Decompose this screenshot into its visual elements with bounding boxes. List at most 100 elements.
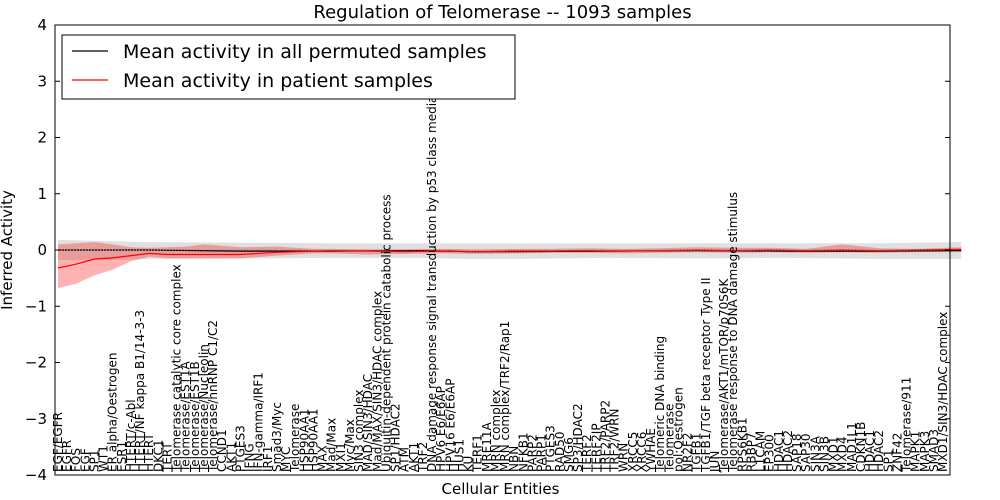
entity-label: WRN — [617, 443, 631, 472]
entity-label: AKT1 — [224, 442, 238, 472]
entity-label: CCND1 — [215, 429, 229, 472]
entity-label: Telomerase catalytic core complex — [170, 264, 184, 473]
entity-label: TGFB1 — [690, 433, 704, 473]
y-axis-label: Inferred Activity — [0, 190, 16, 310]
entity-label: EGF — [78, 448, 92, 472]
entity-label: Smad3/Myc — [270, 402, 284, 472]
entity-label: Telomeric DNA binding — [653, 336, 667, 473]
entity-label: HDAC2 — [781, 430, 795, 472]
entity-label: Myc/Max — [343, 419, 357, 472]
entity-label: NBN — [507, 446, 521, 472]
entity-label: ATM — [398, 447, 412, 472]
entity-label: Telomerase/hnRNP C1/C2 — [206, 320, 220, 473]
legend-label-permuted: Mean activity in all permuted samples — [123, 41, 486, 63]
entity-label: PARP2 — [525, 434, 539, 472]
entity-label: HPV16 E6/E6AP — [443, 379, 457, 472]
entity-label: Mad/MAX/SIN3/HDAC complex — [370, 291, 384, 472]
legend-box — [61, 34, 516, 100]
entity-label: HTERT — [142, 433, 156, 472]
chart-title: Regulation of Telomerase -- 1093 samples — [313, 2, 691, 23]
entity-label: SMAD3 — [927, 429, 941, 472]
entity-label: TERF2IP — [589, 423, 603, 473]
entity-label: HDAC2 — [872, 430, 886, 472]
y-tick-label: 0 — [37, 241, 47, 259]
entity-label: MXI1 — [334, 442, 348, 472]
entity-label: ESR1 — [115, 441, 129, 472]
entity-label: MAX — [316, 445, 330, 472]
entity-label: TERF1 — [471, 434, 485, 473]
entity-label: JUN — [708, 451, 722, 473]
entity-label: AKT1 — [407, 442, 421, 472]
confidence-bands — [58, 239, 962, 289]
entity-label: HDAC1 — [772, 430, 786, 472]
entity-label: Telomerase/EST1B — [188, 361, 202, 473]
entity-label: MAPK1 — [909, 431, 923, 472]
entity-label: MAD/SIN3/HDAC — [361, 374, 375, 472]
entity-label: CDKN1B — [854, 422, 868, 472]
y-tick-label: −2 — [25, 354, 47, 372]
entity-label: IRF1 — [261, 446, 275, 472]
y-tick-label: −1 — [25, 297, 47, 315]
entity-label: DNA damage response signal transduction … — [425, 79, 439, 472]
entity-label: Ubiquitin-dependent protein catabolic pr… — [380, 194, 394, 472]
entity-label: MAPK3 — [918, 431, 932, 472]
entity-label: L1CAM — [754, 431, 768, 472]
entity-label: pol:Oestrogen — [671, 387, 685, 472]
y-tick-label: 2 — [37, 129, 47, 147]
entity-label: Telomerase — [662, 404, 676, 473]
entity-label: KU — [462, 456, 476, 472]
entity-label: XRCC5 — [626, 432, 640, 472]
entity-label: RPS6KB1 — [735, 417, 749, 472]
entity-label: EGFR — [60, 440, 74, 472]
legend-label-patient: Mean activity in patient samples — [123, 70, 433, 92]
entity-label: TRF2 — [416, 442, 430, 473]
y-tick-label: 1 — [37, 185, 47, 203]
entity-label: TRF2/WRN — [608, 409, 622, 473]
y-tick-label: −4 — [25, 466, 47, 484]
entity-label: MXD1 — [827, 437, 841, 472]
entity-label: HPV6 E6/E6AP — [434, 386, 448, 472]
y-tick-label: 3 — [37, 72, 47, 90]
entity-label: WT1 — [97, 445, 111, 472]
entity-label: SIN3A — [808, 435, 822, 472]
entity-label: Mad/Max — [325, 418, 339, 472]
entity-label: IFNG — [243, 443, 257, 472]
entity-label: HUS1 — [452, 439, 466, 472]
entity-label: SIN3B — [817, 436, 831, 472]
entity-label: MAD1L1 — [845, 422, 859, 472]
band-permuted — [58, 239, 962, 261]
entity-label: SP1/HDAC2 — [389, 403, 403, 472]
y-tick-label: 4 — [37, 16, 47, 34]
entity-label: HTERT/NF kappa B1/14-3-3 — [133, 310, 147, 472]
entity-label: ER alpha/Oestrogen — [106, 353, 120, 472]
entity-label: FOS — [69, 448, 83, 472]
entity-label: HSP90AA1 — [307, 408, 321, 472]
entity-label: MRE11A — [480, 421, 494, 472]
entity-label: RAD50 — [553, 431, 567, 472]
entity-label: Telomerase — [288, 404, 302, 473]
entity-label: DKC1 — [151, 440, 165, 472]
band-patient — [58, 242, 962, 289]
entity-label: SP3/HDAC2 — [571, 403, 585, 472]
entity-label: NFKB1 — [516, 432, 530, 472]
entity-label: Telomerase/AKT1/mTOR/p70S6K — [717, 277, 731, 473]
entity-label: MXD4 — [836, 437, 850, 472]
entity-label: TERF2 — [580, 434, 594, 473]
entity-label: IFN-gamma/IRF1 — [252, 372, 266, 472]
entity-label: RBBP7 — [744, 432, 758, 472]
entity-label: SAP30 — [799, 433, 813, 472]
entity-label: Telomerase response to DNA damage stimul… — [726, 192, 740, 473]
entity-label: TGFB1/TGF beta receptor Type II — [699, 277, 713, 473]
entity-label: XRCC6 — [635, 432, 649, 472]
entity-label: SMG6 — [562, 437, 576, 472]
entity-label: YWHAE — [644, 428, 658, 473]
entity-label: NR2F2 — [681, 433, 695, 473]
entity-label: MRN complex/TRF2/Rap1 — [498, 321, 512, 472]
entity-label: Telomerase/Nucleolin — [197, 344, 211, 473]
entity-label: MYC — [279, 447, 293, 472]
entity-label: EP300 — [763, 434, 777, 472]
entity-label: ZNF42 — [890, 433, 904, 472]
entity-label: MXD1/SIN3/HDAC complex — [936, 312, 950, 472]
